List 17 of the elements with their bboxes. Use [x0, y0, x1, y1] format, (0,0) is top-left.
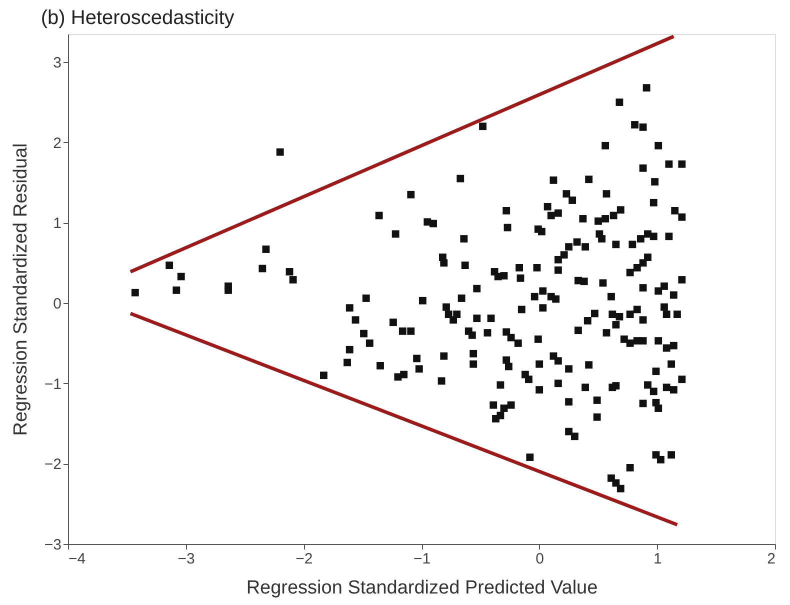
y-tick-label: −3: [44, 536, 62, 554]
y-tick-label: −2: [44, 456, 62, 474]
x-tick-label: 0: [536, 550, 544, 568]
y-tick-label: 1: [53, 215, 62, 232]
chart-title: (b) Heteroscedasticity: [40, 7, 234, 29]
y-tick-label: 0: [53, 296, 62, 313]
x-tick-label: −1: [413, 550, 431, 568]
y-tick-label: 2: [53, 134, 62, 152]
x-axis-title: Regression Standardized Predicted Value: [246, 578, 598, 598]
x-tick-label: 2: [767, 550, 776, 568]
x-tick-label: −3: [178, 550, 195, 568]
x-tick-label: −2: [296, 550, 313, 568]
x-tick-label: −4: [68, 550, 86, 568]
x-tick-label: 1: [653, 550, 662, 568]
y-tick-label: −1: [44, 376, 62, 393]
y-tick-label: 3: [53, 54, 62, 72]
y-axis-title: Regression Standardized Residual: [10, 143, 32, 436]
